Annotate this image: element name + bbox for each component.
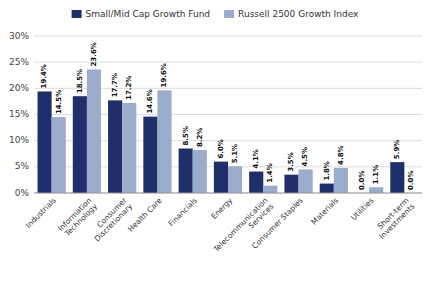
x-tick-label: Consumer Staples — [250, 196, 305, 251]
legend: Small/Mid Cap Growth Fund Russell 2500 Gr… — [72, 9, 359, 19]
data-label: 5.1% — [231, 144, 239, 163]
x-tick-label: Short-termInvestments — [371, 196, 416, 241]
bar — [369, 187, 383, 193]
data-label: 19.4% — [40, 64, 48, 88]
data-label: 14.6% — [146, 89, 154, 113]
data-label: 1.4% — [266, 163, 274, 182]
data-labels: 19.4% 18.5% 17.7% 14.6% 8.5% 6.0% 4.1% 3.5% 1.8%… — [40, 42, 415, 190]
bar — [228, 166, 242, 193]
y-tick-label: 5% — [15, 161, 30, 171]
bar — [249, 172, 263, 193]
x-tick-label: Energy — [209, 196, 234, 221]
bar — [157, 90, 171, 193]
data-label: 4.1% — [252, 149, 260, 168]
data-label: 17.2% — [125, 76, 133, 100]
data-label: 0.0% — [407, 171, 415, 190]
data-label: 19.6% — [160, 63, 168, 87]
y-tick-label: 10% — [9, 135, 29, 145]
bar — [193, 150, 207, 193]
bar — [334, 168, 348, 193]
x-tick-label: Financials — [167, 196, 199, 228]
legend-label: Russell 2500 Growth Index — [238, 9, 359, 19]
legend-swatch — [72, 10, 82, 18]
y-tick-label: 20% — [9, 83, 29, 93]
x-tick-label: ConsumerDiscretionary — [87, 195, 135, 243]
data-label: 5.9% — [393, 140, 401, 159]
y-tick-label: 15% — [9, 109, 29, 119]
x-tick-label: Utilities — [349, 196, 375, 222]
bar — [263, 186, 277, 193]
bars — [38, 69, 405, 193]
data-label: 3.5% — [287, 152, 295, 171]
x-tick-label: Industrials — [24, 196, 58, 230]
grid-line — [34, 193, 422, 194]
bar — [179, 149, 193, 193]
data-label: 4.8% — [337, 145, 345, 164]
bar — [52, 117, 66, 193]
bar — [38, 91, 52, 193]
data-label: 1.1% — [372, 165, 380, 184]
grid — [34, 36, 422, 193]
bar — [122, 103, 136, 193]
grid-line — [34, 36, 422, 37]
bar — [73, 96, 87, 193]
chart: 0% 5% 10% 15% 20% 25% 30% 19.4% 18.5% 17.7% 14.6% 8… — [0, 0, 430, 285]
data-label: 1.8% — [323, 161, 331, 180]
y-tick-label: 25% — [9, 57, 29, 67]
data-label: 0.0% — [358, 171, 366, 190]
bar — [390, 162, 404, 193]
data-label: 14.5% — [55, 90, 63, 114]
data-label: 4.5% — [302, 147, 310, 166]
bar — [214, 162, 228, 193]
bar — [143, 117, 157, 193]
data-label: 8.2% — [196, 128, 204, 147]
x-tick-label: Health Care — [126, 196, 164, 234]
bar — [284, 175, 298, 193]
bar — [320, 184, 334, 193]
data-label: 18.5% — [76, 69, 84, 93]
x-axis-line — [34, 193, 422, 194]
bar — [299, 169, 313, 193]
x-tick-label: InformationTechnology — [56, 196, 99, 239]
bar — [87, 69, 101, 193]
bar — [108, 100, 122, 193]
x-tick-label: Materials — [309, 196, 340, 227]
data-label: 6.0% — [217, 139, 225, 158]
legend-swatch — [224, 10, 234, 18]
data-label: 8.5% — [182, 126, 190, 145]
data-label: 23.6% — [90, 42, 98, 66]
y-tick-label: 30% — [9, 31, 29, 41]
data-label: 17.7% — [111, 73, 119, 97]
y-tick-label: 0% — [15, 188, 30, 198]
legend-label: Small/Mid Cap Growth Fund — [86, 9, 210, 19]
